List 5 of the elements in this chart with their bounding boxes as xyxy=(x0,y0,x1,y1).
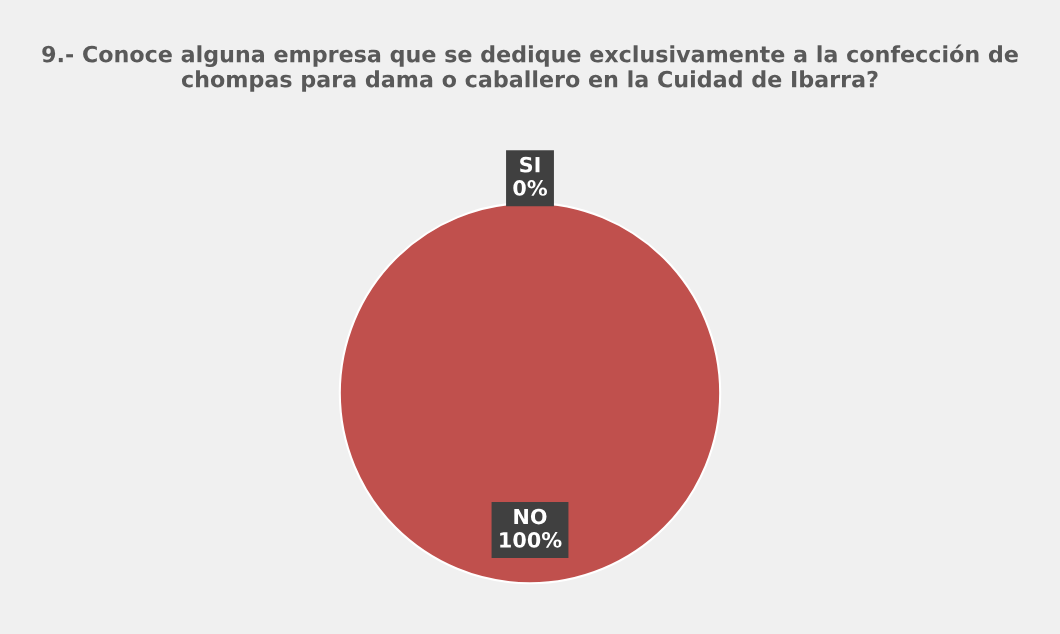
text: 0% xyxy=(513,180,548,196)
slice-label: NO xyxy=(514,508,547,525)
chart-title: 9.- Conoce alguna empresa que se dedique exclusivamente a la confección de chompas para dama o caballero en la Cuidad de Ibarra? xyxy=(42,44,1018,92)
data-label: 100% xyxy=(500,531,562,548)
category-label: SI xyxy=(520,156,540,173)
